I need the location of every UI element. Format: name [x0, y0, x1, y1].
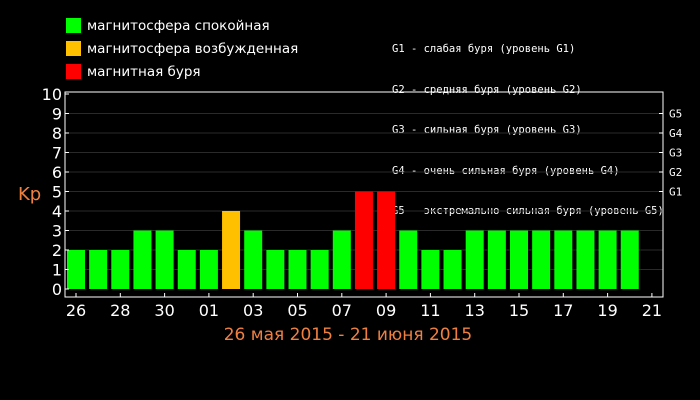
bar-30: [155, 230, 174, 289]
right-tick-label-g2: G2: [669, 166, 682, 179]
x-tick-label: 05: [287, 301, 307, 320]
storm-level-legend: G1 - слабая буря (уровень G1) G2 - средн…: [392, 16, 664, 232]
legend-item-excited: магнитосфера возбужденная: [66, 37, 298, 60]
bar-10: [399, 230, 418, 289]
x-tick-label: 13: [465, 301, 485, 320]
legend-label-storm: магнитная буря: [87, 63, 201, 80]
x-tick-label: 11: [420, 301, 440, 320]
x-tick-label: 09: [376, 301, 396, 320]
bar-20: [620, 230, 639, 289]
bar-14: [487, 230, 506, 289]
bar-05: [288, 250, 307, 289]
y-tick-label: 2: [52, 241, 62, 260]
bar-07: [332, 230, 351, 289]
legend-label-excited: магнитосфера возбужденная: [87, 40, 299, 57]
y-tick-label: 10: [42, 85, 62, 104]
y-tick-label: 8: [52, 124, 62, 143]
bar-01: [199, 250, 218, 289]
right-tick-label-g3: G3: [669, 147, 682, 160]
bar-08: [354, 191, 373, 289]
bar-03: [244, 230, 263, 289]
bar-27: [89, 250, 108, 289]
x-tick-label: 21: [642, 301, 662, 320]
bar-13: [465, 230, 484, 289]
legend-label-calm: магнитосфера спокойная: [87, 17, 270, 34]
right-tick-label-g1: G1: [669, 186, 682, 199]
y-tick-label: 6: [52, 163, 62, 182]
y-tick-label: 7: [52, 144, 62, 163]
legend-swatch-storm: [66, 64, 81, 79]
x-tick-label: 26: [66, 301, 86, 320]
bar-06: [310, 250, 329, 289]
bar-04: [266, 250, 285, 289]
bar-28: [111, 250, 130, 289]
y-tick-label: 9: [52, 105, 62, 124]
bar-18: [576, 230, 595, 289]
bar-19: [598, 230, 617, 289]
y-tick-label: 4: [52, 202, 62, 221]
bar-31: [177, 250, 196, 289]
x-tick-label: 07: [332, 301, 352, 320]
bars: [67, 191, 639, 289]
bar-11: [421, 250, 440, 289]
legend-swatch-calm: [66, 18, 81, 33]
legend-item-calm: магнитосфера спокойная: [66, 14, 298, 37]
right-tick-label-g5: G5: [669, 108, 682, 121]
right-axis-ticks: G1 G2 G3 G4 G5: [659, 108, 683, 199]
storm-level-g4: G4 - очень сильная буря (уровень G4): [392, 164, 620, 177]
x-axis-label: 26 мая 2015 - 21 июня 2015: [224, 325, 473, 345]
storm-level-g1: G1 - слабая буря (уровень G1): [392, 43, 576, 55]
y-tick-label: 3: [52, 222, 62, 241]
bar-17: [554, 230, 573, 289]
plot-frame: [64, 91, 664, 298]
x-tick-label: 19: [597, 301, 617, 320]
y-tick-label: 0: [52, 280, 62, 299]
x-tick-label: 01: [199, 301, 219, 320]
legend-item-storm: магнитная буря: [66, 60, 298, 83]
x-tick-label: 30: [154, 301, 174, 320]
right-tick-label-g4: G4: [669, 127, 683, 140]
legend: магнитосфера спокойная магнитосфера возб…: [66, 14, 298, 83]
x-tick-label: 17: [553, 301, 573, 320]
y-tick-label: 5: [52, 183, 62, 202]
bar-09: [377, 191, 396, 289]
bar-16: [532, 230, 551, 289]
bar-29: [133, 230, 152, 289]
x-axis-ticks: 26 28 30 01 03 05 07 09 11 13 15 17 19 21: [66, 293, 662, 320]
x-tick-label: 28: [110, 301, 130, 320]
bar-02: [222, 211, 241, 289]
x-tick-label: 03: [243, 301, 263, 320]
bar-12: [443, 250, 462, 289]
legend-swatch-excited: [66, 41, 81, 56]
y-axis-label: Kp: [18, 184, 41, 205]
bar-15: [510, 230, 528, 289]
x-tick-label: 15: [509, 301, 529, 320]
y-tick-label: 1: [52, 261, 62, 280]
bar-26: [67, 250, 85, 289]
